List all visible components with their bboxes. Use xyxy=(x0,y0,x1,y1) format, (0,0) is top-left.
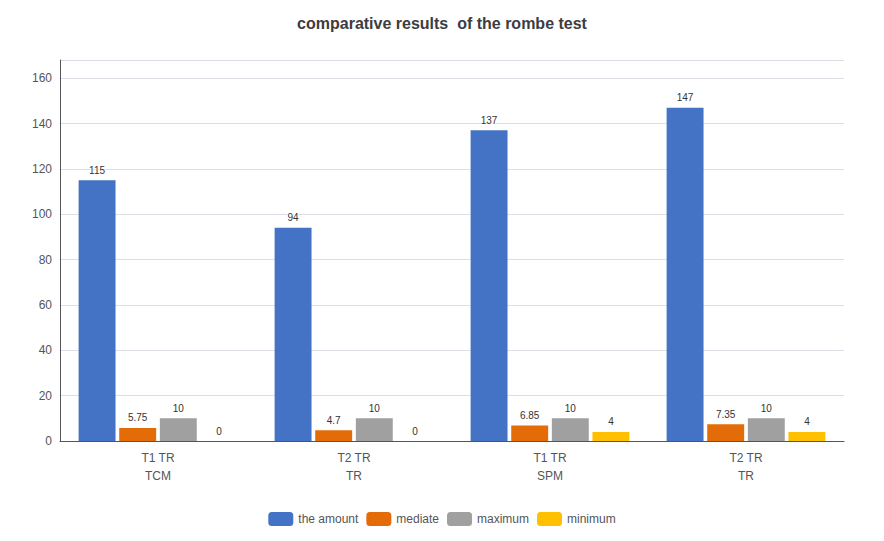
svg-text:SPM: SPM xyxy=(537,469,563,483)
svg-text:4.7: 4.7 xyxy=(327,415,341,426)
svg-text:80: 80 xyxy=(39,253,53,267)
svg-text:100: 100 xyxy=(32,207,52,221)
svg-text:T1 TR: T1 TR xyxy=(533,451,566,465)
svg-text:minimum: minimum xyxy=(567,512,616,526)
svg-text:comparative results of the ro: comparative results of the rombe test xyxy=(297,15,588,32)
svg-text:0: 0 xyxy=(412,426,418,437)
svg-text:the amount: the amount xyxy=(298,512,359,526)
svg-text:20: 20 xyxy=(39,389,53,403)
svg-text:T2 TR: T2 TR xyxy=(729,451,762,465)
svg-text:40: 40 xyxy=(39,343,53,357)
svg-text:160: 160 xyxy=(32,71,52,85)
svg-text:T1 TR: T1 TR xyxy=(141,451,174,465)
svg-text:10: 10 xyxy=(761,403,773,414)
svg-text:60: 60 xyxy=(39,298,53,312)
svg-text:0: 0 xyxy=(216,426,222,437)
svg-text:maximum: maximum xyxy=(477,512,529,526)
svg-text:TR: TR xyxy=(738,469,754,483)
svg-text:7.35: 7.35 xyxy=(716,409,736,420)
svg-text:120: 120 xyxy=(32,162,52,176)
svg-text:4: 4 xyxy=(804,416,810,427)
svg-text:10: 10 xyxy=(565,403,577,414)
svg-text:10: 10 xyxy=(173,403,185,414)
svg-text:147: 147 xyxy=(677,92,694,103)
svg-text:94: 94 xyxy=(288,212,300,223)
svg-text:mediate: mediate xyxy=(396,512,439,526)
svg-text:4: 4 xyxy=(608,416,614,427)
svg-text:10: 10 xyxy=(369,403,381,414)
svg-text:6.85: 6.85 xyxy=(520,410,540,421)
svg-text:T2 TR: T2 TR xyxy=(337,451,370,465)
svg-text:5.75: 5.75 xyxy=(128,412,148,423)
svg-text:140: 140 xyxy=(32,117,52,131)
svg-text:TR: TR xyxy=(346,469,362,483)
svg-text:TCM: TCM xyxy=(145,469,171,483)
svg-text:115: 115 xyxy=(89,165,105,176)
svg-text:137: 137 xyxy=(481,115,498,126)
svg-text:0: 0 xyxy=(45,434,52,448)
